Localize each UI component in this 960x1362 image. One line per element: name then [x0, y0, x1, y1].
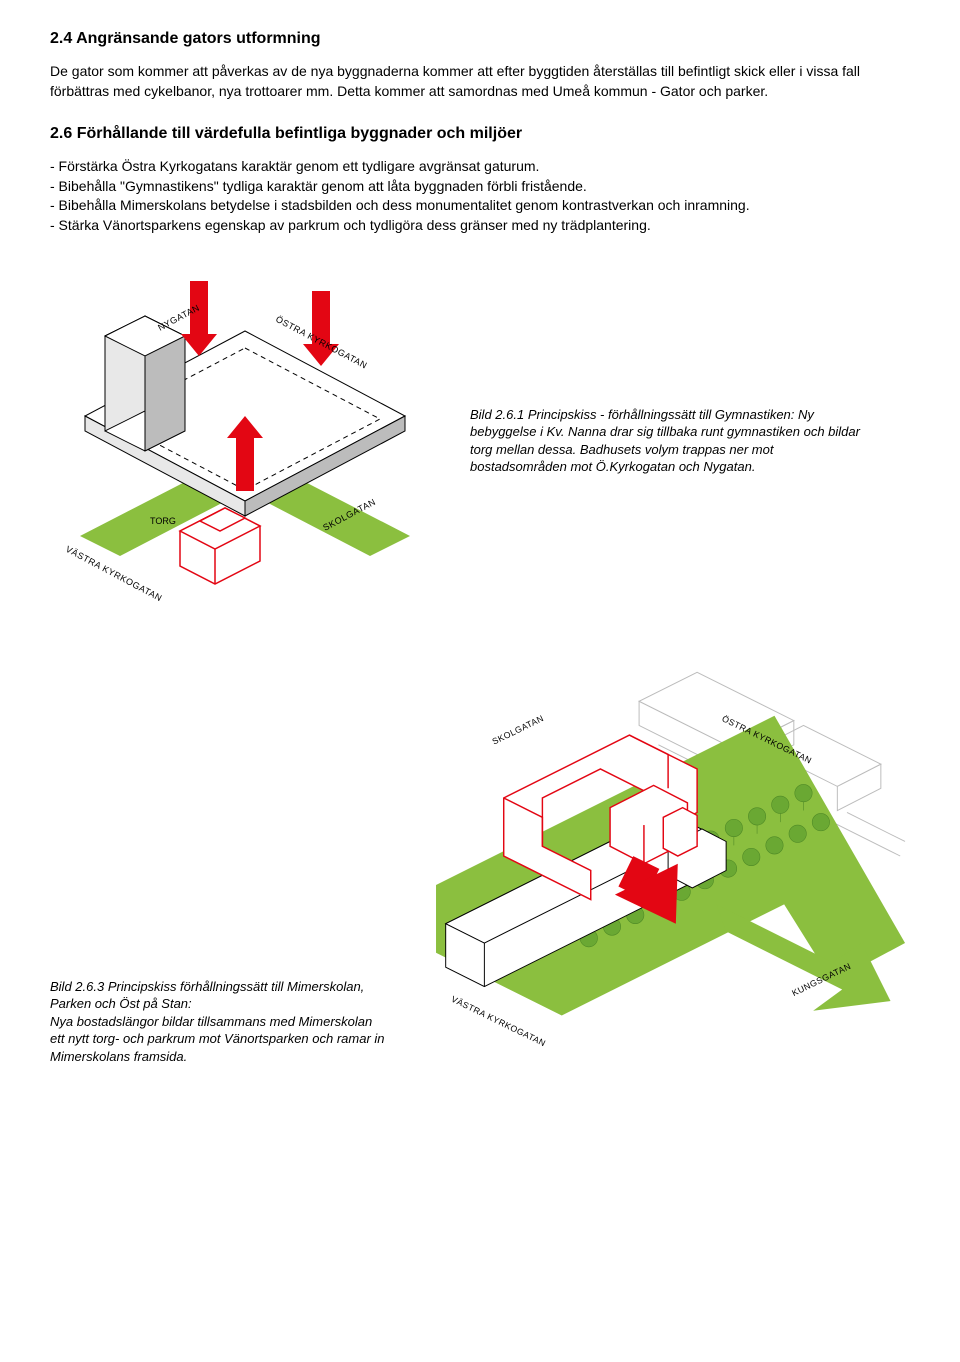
section-26-heading: 2.6 Förhållande till värdefulla befintli… — [50, 125, 920, 143]
bullet-item: - Förstärka Östra Kyrkogatans karaktär g… — [50, 157, 920, 177]
section-26-bullets: - Förstärka Östra Kyrkogatans karaktär g… — [50, 157, 920, 235]
diagram-2-caption: Bild 2.6.3 Principskiss förhållningssätt… — [50, 978, 388, 1066]
label-skolgatan-2: SKOLGATAN — [491, 713, 546, 747]
bullet-item: - Stärka Vänortsparkens egenskap av park… — [50, 216, 920, 236]
diagram-1-row: NYGATAN ÖSTRA KYRKOGATAN VÄSTRA KYRKOGAT… — [50, 276, 920, 616]
bullet-item: - Bibehålla "Gymnastikens" tydliga karak… — [50, 177, 920, 197]
label-vastra-2: VÄSTRA KYRKOGATAN — [450, 993, 548, 1048]
label-torg: TORG — [150, 516, 176, 526]
section-24-body: De gator som kommer att påverkas av de n… — [50, 62, 920, 101]
section-24-heading: 2.4 Angränsande gators utformning — [50, 30, 920, 48]
diagram-2-svg: SKOLGATAN ÖSTRA KYRKOGATAN VÄSTRA KYRKOG… — [378, 646, 920, 1066]
diagram-1-svg: NYGATAN ÖSTRA KYRKOGATAN VÄSTRA KYRKOGAT… — [50, 276, 440, 616]
diagram-2-row: Bild 2.6.3 Principskiss förhållningssätt… — [50, 646, 920, 1066]
bullet-item: - Bibehålla Mimerskolans betydelse i sta… — [50, 196, 920, 216]
diagram-1-caption: Bild 2.6.1 Principskiss - förhållningssä… — [470, 406, 870, 476]
